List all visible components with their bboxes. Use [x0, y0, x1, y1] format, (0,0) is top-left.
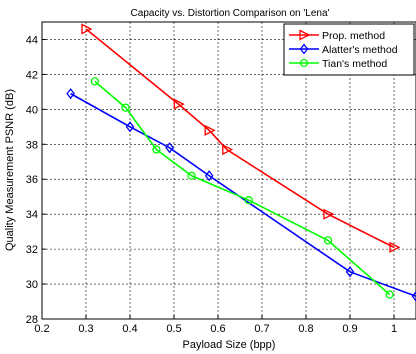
x-tick-label: 0.5 — [166, 323, 181, 335]
data-point-circle — [90, 77, 99, 86]
x-tick-label: 1 — [391, 323, 397, 335]
legend-item: Tian's method — [289, 58, 387, 70]
data-point-diamond — [66, 88, 75, 100]
data-point-triangle — [389, 241, 401, 253]
data-point-diamond — [204, 170, 214, 182]
series-alatter-s-method — [66, 88, 416, 302]
series-layer — [66, 23, 416, 302]
data-point-triangle — [173, 98, 185, 110]
data-point-circle — [323, 236, 333, 245]
data-point-diamond — [165, 142, 174, 154]
x-tick-label: 0.8 — [298, 323, 313, 335]
legend-label: Alatter's method — [322, 44, 398, 56]
data-point-diamond — [299, 43, 309, 55]
data-point-triangle — [222, 143, 234, 156]
series-line — [94, 80, 391, 296]
x-tick-label: 0.7 — [254, 323, 269, 335]
data-point-circle — [187, 171, 196, 180]
legend-label: Prop. method — [322, 30, 385, 42]
series-line — [85, 28, 395, 249]
data-point-diamond — [125, 121, 135, 133]
legend: Prop. method Alatter's method Tian's metho… — [283, 23, 415, 76]
data-point-circle — [299, 58, 309, 68]
legend-item: Alatter's method — [289, 43, 398, 56]
y-tick-label: 38 — [26, 139, 38, 151]
y-tick-label: 42 — [26, 69, 38, 81]
x-axis-label: Payload Size (bpp) — [183, 339, 276, 351]
data-point-circle — [385, 290, 394, 299]
y-tick-label: 32 — [26, 244, 38, 256]
data-point-triangle — [323, 208, 335, 220]
legend-item: Prop. method — [289, 29, 385, 42]
y-tick-label: 30 — [26, 279, 38, 291]
series-tian-s-method — [90, 77, 394, 299]
x-tick-label: 0.6 — [210, 323, 225, 335]
data-point-circle — [244, 196, 253, 205]
plot-frame — [41, 21, 416, 320]
chart-title: Capacity vs. Distortion Comparison on 'L… — [131, 8, 330, 19]
y-tick-label: 34 — [26, 209, 38, 221]
y-axis-label: Quality Measurement PSNR (dB) — [4, 89, 16, 251]
data-point-diamond — [345, 266, 355, 278]
x-tick-label: 0.9 — [342, 323, 357, 335]
data-point-circle — [121, 103, 130, 112]
data-point-circle — [152, 145, 161, 154]
y-tick-label: 44 — [26, 34, 38, 46]
ticks: 0.2 0.3 0.4 0.5 0.6 0.7 0.8 0.9 1 28 30 32 34 36 38 40 4… — [26, 34, 397, 335]
data-point-triangle — [204, 124, 216, 136]
legend-label: Tian's method — [322, 58, 387, 70]
x-tick-label: 0.4 — [122, 323, 137, 335]
data-point-diamond — [411, 290, 416, 302]
data-point-triangle — [81, 23, 93, 35]
y-tick-label: 36 — [26, 174, 38, 186]
y-tick-label: 40 — [26, 104, 38, 116]
x-tick-label: 0.3 — [78, 323, 93, 335]
series-line — [70, 92, 416, 298]
y-tick-label: 28 — [26, 314, 38, 326]
series-prop-method — [81, 23, 401, 253]
x-tick-label: 0.2 — [34, 323, 49, 335]
data-point-triangle — [299, 29, 311, 41]
